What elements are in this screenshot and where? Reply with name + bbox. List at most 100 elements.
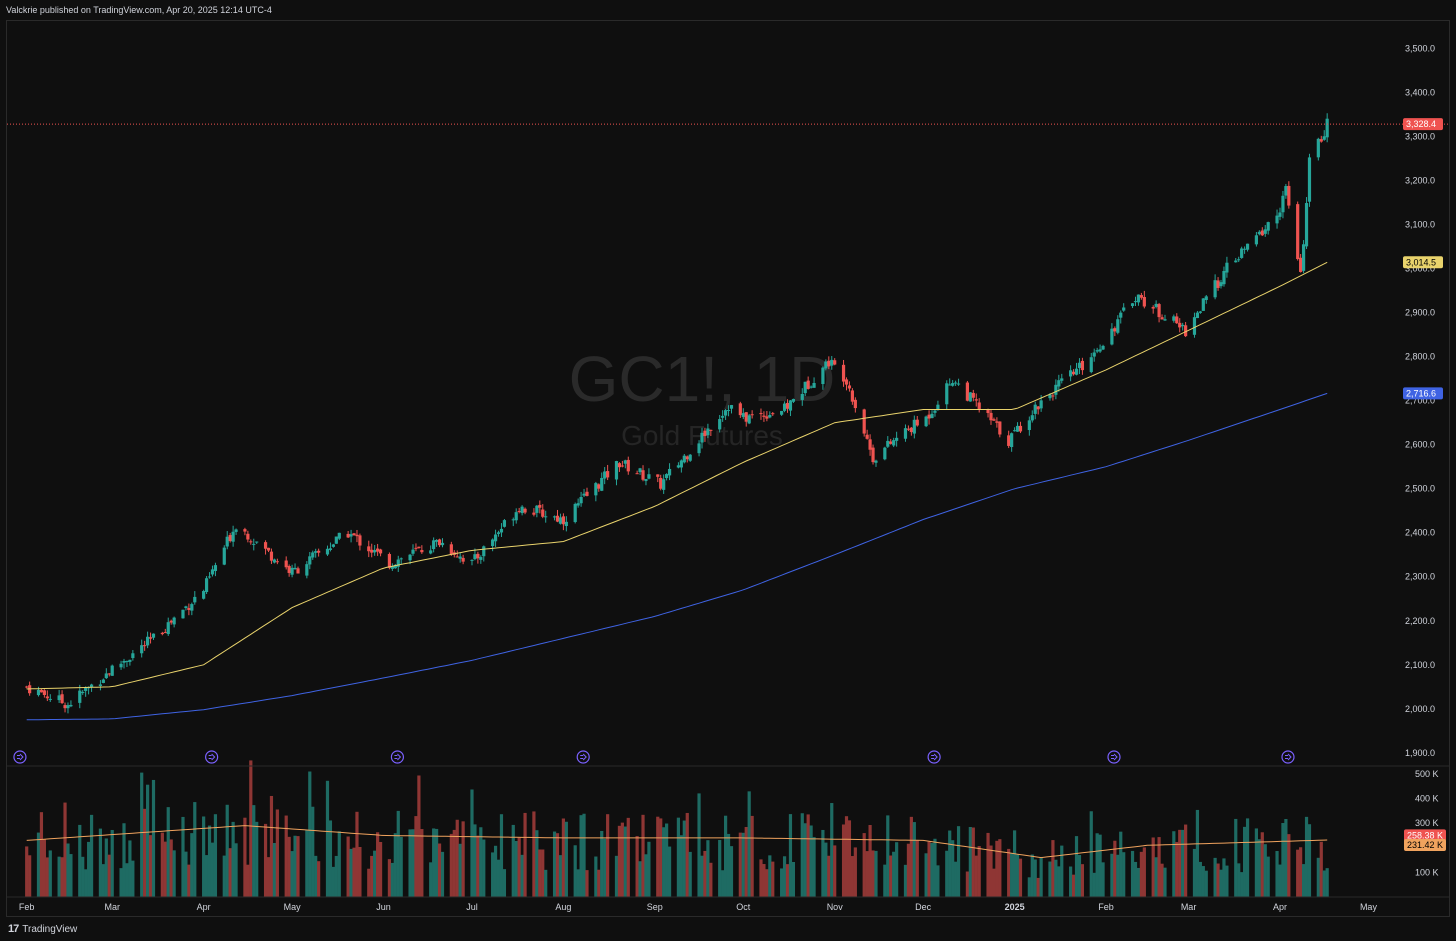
candle-body bbox=[780, 410, 784, 415]
volume-bar bbox=[1139, 851, 1143, 897]
volume-bar bbox=[871, 850, 875, 897]
candle-body bbox=[638, 468, 642, 473]
tradingview-logo[interactable]: 17 TradingView bbox=[8, 923, 77, 935]
volume-bar bbox=[408, 829, 412, 897]
candle-body bbox=[1039, 400, 1043, 409]
volume-bar bbox=[107, 854, 111, 897]
volume-bar bbox=[314, 855, 318, 897]
ma-50-badge: 3,014.5 bbox=[1403, 256, 1443, 269]
volume-bar bbox=[1007, 848, 1011, 897]
candle-body bbox=[688, 454, 692, 461]
arrow-circle-icon[interactable] bbox=[205, 750, 219, 764]
candle-body bbox=[1296, 204, 1300, 260]
volume-bar bbox=[1136, 867, 1141, 897]
volume-bar bbox=[1201, 866, 1205, 897]
volume-bar bbox=[1160, 863, 1164, 897]
arrow-circle-icon[interactable] bbox=[1107, 750, 1121, 764]
volume-bar bbox=[974, 855, 978, 897]
arrow-circle-icon[interactable] bbox=[13, 750, 27, 764]
time-tick-label: Oct bbox=[736, 902, 751, 912]
candle-body bbox=[679, 460, 683, 468]
arrow-circle-icon[interactable] bbox=[390, 750, 405, 764]
candle-body bbox=[461, 557, 465, 562]
volume-bar bbox=[833, 845, 837, 897]
candle-body bbox=[806, 380, 810, 389]
volume-bar bbox=[1299, 847, 1303, 897]
volume-bar bbox=[847, 820, 852, 897]
volume-bar bbox=[520, 854, 524, 897]
volume-bar bbox=[491, 852, 495, 897]
candle-body bbox=[1275, 215, 1279, 224]
volume-bar bbox=[266, 857, 271, 897]
candle-body bbox=[1266, 222, 1270, 231]
tradingview-logo-icon: 17 bbox=[8, 923, 19, 935]
volume-bar bbox=[311, 806, 315, 897]
chart-canvas[interactable]: GC1!, 1D Gold Futures 1,900.02,000.02,10… bbox=[7, 21, 1449, 916]
time-tick-label: May bbox=[284, 902, 302, 912]
volume-bar bbox=[476, 835, 480, 897]
candle-body bbox=[287, 566, 291, 573]
arrow-circle-icon[interactable] bbox=[576, 750, 590, 764]
candle-body bbox=[785, 402, 790, 409]
time-tick-label: Jun bbox=[376, 902, 391, 912]
arrow-circle-icon[interactable] bbox=[927, 750, 941, 764]
volume-bar bbox=[479, 827, 483, 897]
volume-bar bbox=[874, 850, 878, 897]
candle-body bbox=[558, 517, 563, 524]
volume-bar bbox=[1234, 818, 1238, 897]
event-markers[interactable] bbox=[13, 750, 1295, 764]
candle-body bbox=[107, 673, 111, 675]
candle-body bbox=[166, 622, 170, 635]
candle-body bbox=[101, 679, 105, 683]
volume-bar bbox=[204, 855, 209, 897]
candle-body bbox=[1213, 280, 1217, 298]
time-tick-label: Aug bbox=[555, 902, 571, 912]
volume-bar bbox=[499, 814, 504, 897]
price-tick-label: 2,200.0 bbox=[1405, 616, 1435, 626]
candle-body bbox=[222, 547, 226, 565]
candle-body bbox=[1030, 415, 1034, 421]
candle-body bbox=[685, 456, 689, 460]
volume-bar bbox=[45, 857, 49, 897]
candle-body bbox=[151, 633, 156, 638]
volume-bar bbox=[594, 856, 598, 897]
volume-bar bbox=[328, 820, 333, 897]
price-axis[interactable]: 1,900.0 2,000.0 2,100.0 2,200.0 2,300.0 2,400… bbox=[1405, 44, 1435, 758]
candle-body bbox=[841, 364, 846, 382]
candle-body bbox=[561, 516, 565, 525]
candle-body bbox=[202, 591, 206, 599]
candle-body bbox=[1027, 420, 1031, 431]
volume-bar bbox=[635, 835, 639, 897]
time-tick-label: Nov bbox=[827, 902, 844, 912]
volume-bar bbox=[166, 807, 170, 897]
candle-body bbox=[833, 360, 837, 365]
volume-bar bbox=[1198, 861, 1202, 897]
arrow-circle-icon[interactable] bbox=[1281, 750, 1295, 764]
volume-bar bbox=[263, 823, 268, 897]
candle-body bbox=[771, 413, 775, 415]
volume-bar bbox=[255, 821, 259, 897]
candle-body bbox=[812, 383, 816, 388]
candle-body bbox=[1319, 139, 1323, 142]
svg-text:3,014.5: 3,014.5 bbox=[1406, 257, 1436, 267]
price-tick-label: 2,500.0 bbox=[1405, 484, 1435, 494]
candle-body bbox=[1240, 248, 1244, 258]
volume-bar bbox=[1133, 861, 1138, 897]
price-tick-label: 2,800.0 bbox=[1405, 352, 1435, 362]
candle-body bbox=[573, 503, 577, 523]
candle-body bbox=[930, 413, 934, 419]
candle-body bbox=[647, 474, 651, 479]
candle-body bbox=[971, 392, 975, 398]
time-axis[interactable]: Feb Mar Apr May Jun Jul Aug Sep Oct Nov Dec 2025 Feb… bbox=[19, 902, 1378, 912]
candle-body bbox=[844, 379, 849, 385]
volume-bar bbox=[252, 805, 256, 897]
chart-container[interactable]: GC1!, 1D Gold Futures 1,900.0 2,000.0 2,10… bbox=[6, 20, 1450, 917]
price-tick-label: 3,200.0 bbox=[1405, 176, 1435, 186]
volume-bar bbox=[892, 851, 896, 897]
volume-bar bbox=[912, 822, 916, 897]
volume-bar bbox=[785, 864, 790, 897]
volume-bar bbox=[246, 864, 250, 897]
volume-bar bbox=[986, 832, 990, 897]
candle-body bbox=[458, 556, 462, 559]
